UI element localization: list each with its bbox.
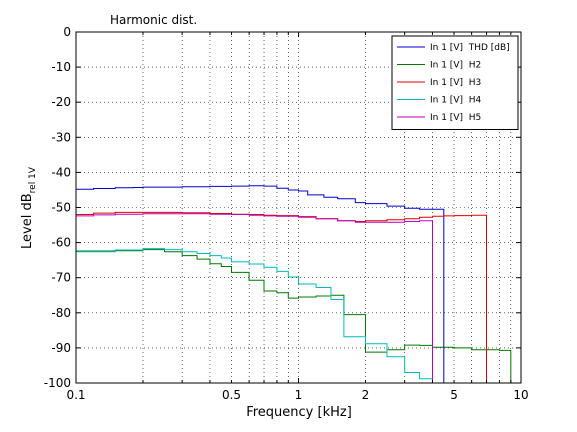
y-tick-label: -60: [51, 236, 71, 250]
y-tick-label: -70: [51, 271, 71, 285]
series-line-3: [76, 211, 487, 383]
legend-entry: In 1 [V] H3: [430, 78, 481, 88]
series-line-4: [76, 248, 433, 383]
series-line-1: [76, 185, 445, 383]
chart-title: Harmonic dist.: [110, 13, 197, 27]
y-tick-label: -30: [51, 130, 71, 144]
legend-entry: In 1 [V] H5: [430, 113, 481, 123]
x-tick-label: 2: [362, 388, 370, 402]
x-tick-label: 0.5: [222, 388, 241, 402]
y-tick-label: -10: [51, 60, 71, 74]
x-axis-label: Frequency [kHz]: [246, 405, 352, 420]
x-tick-labels: 0.1 0.5 1 2 5 10: [66, 388, 528, 402]
legend-entry: In 1 [V] H4: [430, 96, 481, 106]
y-tick-label: -20: [51, 95, 71, 109]
y-axis-label-sub: rel 1V: [28, 166, 38, 193]
legend-box: [391, 35, 519, 130]
y-tick-label: 0: [63, 25, 71, 39]
tick-marks: [75, 31, 522, 384]
y-tick-label: -80: [51, 306, 71, 320]
legend-entry: In 1 [V] THD [dB]: [430, 43, 510, 53]
x-tick-label: 1: [295, 388, 303, 402]
y-tick-label: -90: [51, 341, 71, 355]
y-axis-label: Level dBrel 1V: [20, 166, 38, 249]
legend: In 1 [V] THD [dB] In 1 [V] H2 In 1 [V] H3 I…: [391, 35, 519, 130]
x-tick-label: 10: [513, 388, 528, 402]
series-line-5: [76, 213, 433, 383]
y-axis-label-main: Level dB: [20, 193, 35, 249]
series-lines: [76, 185, 512, 383]
y-tick-label: -100: [44, 376, 71, 390]
x-tick-label: 5: [450, 388, 458, 402]
legend-entry: In 1 [V] H2: [430, 61, 481, 71]
y-tick-label: -50: [51, 201, 71, 215]
y-tick-labels: 0 -10 -20 -30 -40 -50 -60 -70 -80 -90 -100: [44, 25, 71, 390]
x-tick-label: 0.1: [66, 388, 85, 402]
series-line-2: [76, 249, 512, 383]
y-tick-label: -40: [51, 165, 71, 179]
